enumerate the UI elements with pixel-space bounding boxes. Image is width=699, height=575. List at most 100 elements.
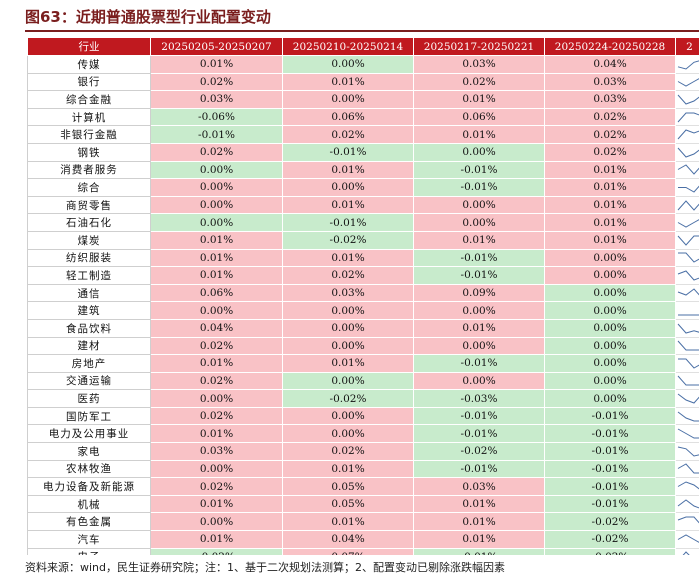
allocation-change-cell: 0.01% — [151, 267, 283, 285]
allocation-change-cell: 0.00% — [545, 372, 676, 390]
allocation-change-cell: 0.00% — [545, 319, 676, 337]
trend-sparkline — [676, 531, 699, 549]
source-note: 资料来源：wind，民生证券研究院；注：1、基于二次规划法测算；2、配置变动已剔… — [25, 559, 505, 575]
sparkline-chart — [676, 461, 699, 476]
allocation-change-cell: 0.02% — [283, 267, 414, 285]
trend-sparkline — [676, 214, 699, 232]
allocation-change-cell: -0.01% — [545, 478, 676, 496]
allocation-change-cell: 0.02% — [283, 443, 414, 461]
allocation-change-cell: 0.01% — [151, 249, 283, 267]
sparkline-chart — [676, 127, 699, 142]
sparkline-line — [678, 253, 699, 262]
allocation-change-cell: 0.01% — [414, 126, 545, 144]
allocation-change-cell: 0.01% — [151, 56, 283, 74]
industry-name: 机械 — [28, 495, 151, 513]
allocation-change-cell: 0.03% — [414, 56, 545, 74]
allocation-change-cell: 0.00% — [545, 302, 676, 320]
table-row: 计算机-0.06%0.06%0.06%0.02% — [28, 108, 699, 126]
allocation-change-cell: -0.01% — [151, 126, 283, 144]
trend-sparkline — [676, 443, 699, 461]
column-header-week: 20250210-20250214 — [283, 38, 414, 56]
industry-name: 汽车 — [28, 531, 151, 549]
trend-sparkline — [676, 478, 699, 496]
allocation-change-cell: 0.02% — [545, 143, 676, 161]
allocation-change-cell: -0.02% — [414, 443, 545, 461]
allocation-change-cell: -0.01% — [414, 407, 545, 425]
allocation-change-cell: 0.02% — [151, 478, 283, 496]
trend-sparkline — [676, 231, 699, 249]
column-header-week: 20250205-20250207 — [151, 38, 283, 56]
allocation-change-cell: 0.01% — [283, 513, 414, 531]
allocation-change-cell: -0.02% — [545, 513, 676, 531]
trend-sparkline — [676, 249, 699, 267]
trend-sparkline — [676, 513, 699, 531]
allocation-change-cell: 0.00% — [414, 196, 545, 214]
trend-sparkline — [676, 179, 699, 197]
allocation-change-cell: -0.01% — [414, 179, 545, 197]
allocation-change-cell: 0.00% — [414, 372, 545, 390]
allocation-table: 行业 20250205-20250207 20250210-20250214 2… — [27, 37, 699, 555]
sparkline-line — [678, 218, 699, 227]
sparkline-chart — [676, 549, 699, 555]
sparkline-chart — [676, 373, 699, 388]
industry-name: 综合 — [28, 179, 151, 197]
allocation-change-cell: 0.00% — [283, 407, 414, 425]
allocation-change-cell: 0.01% — [151, 531, 283, 549]
sparkline-line — [678, 517, 699, 526]
industry-name: 煤炭 — [28, 231, 151, 249]
allocation-change-cell: 0.00% — [414, 337, 545, 355]
sparkline-line — [678, 447, 699, 456]
trend-sparkline — [676, 143, 699, 161]
industry-name: 食品饮料 — [28, 319, 151, 337]
allocation-change-cell: 0.01% — [151, 355, 283, 373]
allocation-change-cell: 0.00% — [151, 302, 283, 320]
industry-name: 建筑 — [28, 302, 151, 320]
sparkline-line — [678, 271, 699, 280]
allocation-change-cell: 0.05% — [283, 478, 414, 496]
trend-sparkline — [676, 548, 699, 555]
trend-sparkline — [676, 91, 699, 109]
title-divider — [25, 30, 699, 32]
allocation-change-cell: 0.00% — [414, 302, 545, 320]
allocation-change-cell: -0.03% — [414, 390, 545, 408]
allocation-change-cell: 0.03% — [151, 443, 283, 461]
sparkline-chart — [676, 180, 699, 195]
trend-sparkline — [676, 108, 699, 126]
allocation-change-cell: 0.01% — [545, 196, 676, 214]
sparkline-line — [678, 236, 699, 245]
industry-name: 纺织服装 — [28, 249, 151, 267]
industry-name: 消费者服务 — [28, 161, 151, 179]
sparkline-chart — [676, 426, 699, 441]
allocation-change-cell: 0.00% — [283, 56, 414, 74]
allocation-change-cell: 0.00% — [545, 390, 676, 408]
sparkline-line — [678, 535, 699, 544]
allocation-change-cell: 0.06% — [151, 284, 283, 302]
allocation-change-cell: -0.06% — [151, 108, 283, 126]
trend-sparkline — [676, 284, 699, 302]
trend-sparkline — [676, 196, 699, 214]
allocation-change-cell: 0.02% — [545, 108, 676, 126]
page-title: 图63：近期普通股票型行业配置变动 — [25, 6, 271, 28]
table-header-row: 行业 20250205-20250207 20250210-20250214 2… — [28, 38, 699, 56]
allocation-change-cell: 0.00% — [414, 214, 545, 232]
allocation-change-cell: 0.02% — [151, 407, 283, 425]
industry-name: 传媒 — [28, 56, 151, 74]
allocation-change-cell: 0.00% — [151, 179, 283, 197]
sparkline-line — [678, 376, 699, 385]
allocation-change-cell: 0.00% — [283, 372, 414, 390]
allocation-change-cell: 0.01% — [151, 495, 283, 513]
allocation-change-cell: -0.01% — [414, 249, 545, 267]
trend-sparkline — [676, 56, 699, 74]
allocation-change-cell: 0.07% — [283, 548, 414, 555]
allocation-change-cell: -0.01% — [283, 143, 414, 161]
industry-name: 有色金属 — [28, 513, 151, 531]
